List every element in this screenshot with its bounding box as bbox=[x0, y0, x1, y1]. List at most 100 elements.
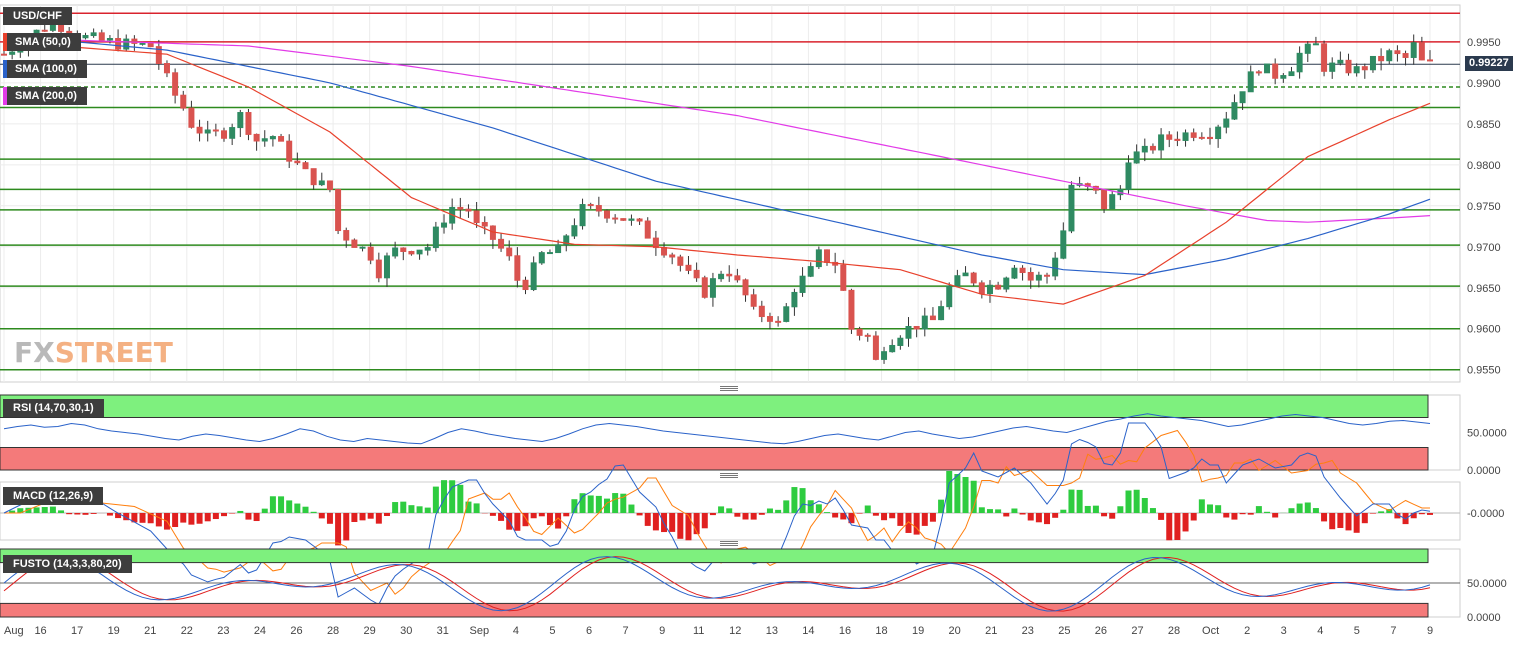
candle-body bbox=[515, 256, 520, 281]
price-tick-label: 0.9650 bbox=[1467, 283, 1501, 295]
macd-legend[interactable]: MACD (12,26,9) bbox=[3, 487, 103, 505]
macd-histogram-bar bbox=[188, 513, 194, 525]
macd-histogram-bar bbox=[734, 513, 740, 517]
macd-histogram-bar bbox=[376, 513, 382, 524]
candle-body bbox=[1273, 64, 1278, 78]
candle-body bbox=[1216, 127, 1221, 138]
candle-body bbox=[751, 295, 756, 306]
macd-histogram-bar bbox=[229, 513, 235, 514]
price-tick-label: 0.9550 bbox=[1467, 365, 1501, 377]
candle-body bbox=[474, 211, 479, 223]
macd-histogram-bar bbox=[1362, 513, 1368, 523]
date-tick-label: Sep bbox=[470, 625, 490, 637]
candle-body bbox=[1370, 56, 1375, 69]
macd-histogram-bar bbox=[82, 513, 88, 515]
candle-body bbox=[987, 285, 992, 293]
rsi-legend[interactable]: RSI (14,70,30,1) bbox=[3, 399, 104, 417]
sma200-legend[interactable]: SMA (200,0) bbox=[3, 87, 87, 105]
candle-body bbox=[808, 267, 813, 277]
candle-body bbox=[816, 250, 821, 267]
macd-histogram-bar bbox=[979, 507, 985, 513]
date-tick-label: 7 bbox=[1390, 625, 1396, 637]
macd-histogram-bar bbox=[1142, 498, 1148, 513]
sma50-legend[interactable]: SMA (50,0) bbox=[3, 33, 81, 51]
date-tick-label: 9 bbox=[659, 625, 665, 637]
macd-histogram-bar bbox=[1231, 513, 1237, 520]
candle-body bbox=[523, 280, 528, 289]
macd-histogram-bar bbox=[1313, 508, 1319, 513]
candle-body bbox=[735, 276, 740, 280]
macd-histogram-bar bbox=[514, 513, 520, 531]
candle-body bbox=[327, 181, 332, 190]
fusto-tick-label: 0.0000 bbox=[1467, 612, 1501, 624]
macd-histogram-bar bbox=[1337, 513, 1343, 528]
macd-histogram-bar bbox=[653, 513, 659, 530]
rsi-overbought-band bbox=[0, 395, 1428, 418]
candle-body bbox=[1134, 152, 1139, 163]
pane-splitter-macd[interactable] bbox=[720, 473, 738, 478]
candle-body bbox=[531, 263, 536, 290]
fusto-oversold-band bbox=[0, 603, 1428, 617]
candle-body bbox=[205, 130, 210, 133]
price-tick-label: 0.9850 bbox=[1467, 119, 1501, 131]
candle-body bbox=[914, 326, 919, 329]
candle-body bbox=[849, 290, 854, 329]
macd-histogram-bar bbox=[751, 513, 757, 520]
fusto-legend[interactable]: FUSTO (14,3,3,80,20) bbox=[3, 555, 132, 573]
candle-body bbox=[841, 265, 846, 290]
pane-splitter-rsi[interactable] bbox=[720, 386, 738, 391]
macd-histogram-bar bbox=[319, 513, 325, 518]
date-tick-label: 28 bbox=[1168, 625, 1180, 637]
candle-body bbox=[873, 336, 878, 359]
candle-body bbox=[629, 219, 634, 220]
candle-body bbox=[645, 221, 650, 238]
macd-histogram-bar bbox=[620, 494, 626, 513]
macd-histogram-bar bbox=[197, 513, 203, 524]
candle-body bbox=[825, 250, 830, 263]
macd-histogram-bar bbox=[172, 513, 178, 527]
date-tick-label: 22 bbox=[181, 625, 193, 637]
macd-histogram-bar bbox=[897, 513, 903, 526]
macd-histogram-bar bbox=[1223, 513, 1229, 518]
candle-body bbox=[1395, 51, 1400, 54]
macd-histogram-bar bbox=[1411, 513, 1417, 518]
candle-body bbox=[409, 251, 414, 253]
macd-histogram-bar bbox=[759, 513, 765, 515]
rsi-line bbox=[4, 414, 1430, 444]
candle-body bbox=[401, 248, 406, 251]
macd-histogram-bar bbox=[392, 502, 398, 513]
date-tick-label: 27 bbox=[1131, 625, 1143, 637]
candle-body bbox=[384, 256, 389, 278]
candle-body bbox=[99, 33, 104, 40]
sma100-legend[interactable]: SMA (100,0) bbox=[3, 60, 87, 78]
macd-histogram-bar bbox=[873, 513, 879, 516]
candle-body bbox=[181, 95, 186, 108]
macd-histogram-bar bbox=[1370, 513, 1376, 514]
macd-histogram-bar bbox=[115, 513, 121, 518]
pane-splitter-fusto[interactable] bbox=[720, 541, 738, 546]
macd-histogram-bar bbox=[726, 508, 732, 513]
candle-body bbox=[1012, 268, 1017, 278]
candle-body bbox=[319, 181, 324, 185]
macd-histogram-bar bbox=[1264, 512, 1270, 513]
candle-body bbox=[197, 127, 202, 133]
candle-body bbox=[710, 279, 715, 298]
macd-histogram-bar bbox=[140, 513, 146, 523]
macd-histogram-bar bbox=[1085, 506, 1091, 513]
macd-histogram-bar bbox=[832, 513, 838, 518]
macd-histogram-bar bbox=[645, 513, 651, 526]
macd-histogram-bar bbox=[1329, 513, 1335, 529]
date-tick-label: 12 bbox=[729, 625, 741, 637]
candle-body bbox=[1428, 60, 1433, 61]
candle-body bbox=[393, 248, 398, 256]
candle-body bbox=[303, 163, 308, 169]
macd-tick-label: -0.0000 bbox=[1467, 508, 1504, 520]
candle-body bbox=[1387, 51, 1392, 61]
macd-histogram-bar bbox=[156, 513, 162, 526]
date-tick-label: 13 bbox=[766, 625, 778, 637]
fusto-overbought-band bbox=[0, 549, 1428, 563]
candle-body bbox=[442, 223, 447, 227]
date-tick-label: 19 bbox=[912, 625, 924, 637]
macd-histogram-bar bbox=[588, 495, 594, 513]
